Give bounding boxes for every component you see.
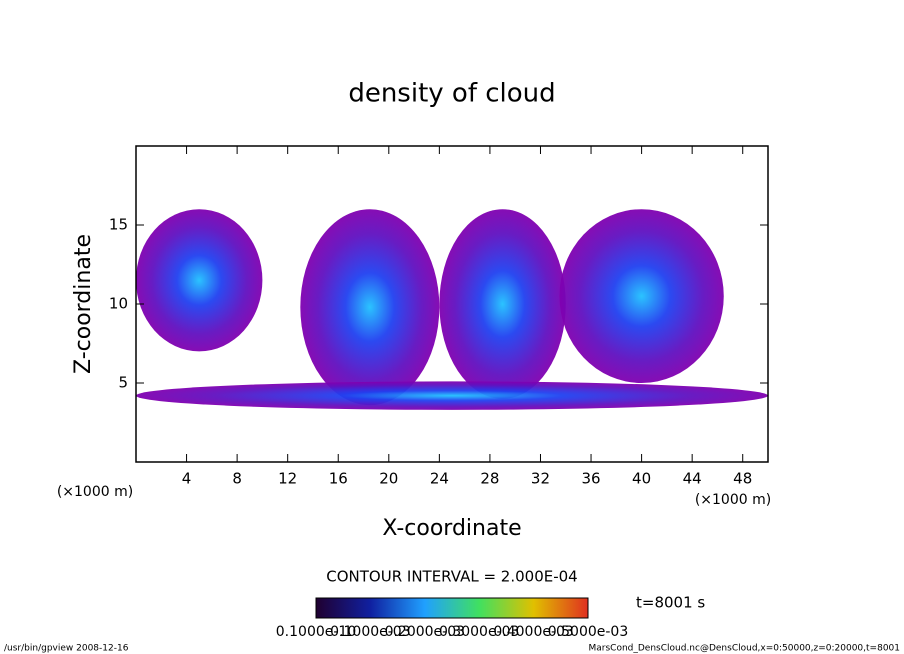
colorbar-label: 0.3000e-03: [439, 624, 519, 640]
x-tick-label: 8: [232, 470, 242, 488]
y-axis-label: Z-coordinate: [71, 234, 96, 374]
x-tick-label: 40: [632, 470, 651, 488]
colorbar-label: 0.4000e-03: [493, 624, 573, 640]
cloud-region: [559, 209, 724, 383]
x-tick-label: 48: [733, 470, 752, 488]
x-tick-label: 28: [480, 470, 499, 488]
x-tick-label: 44: [683, 470, 702, 488]
colorbar-label: 0.1000e-03: [330, 624, 410, 640]
time-label: t=8001 s: [636, 594, 705, 612]
x-tick-label: 24: [430, 470, 449, 488]
x-unit: (×1000 m): [695, 492, 771, 508]
y-tick-label: 10: [109, 295, 128, 313]
y-tick-label: 15: [109, 216, 128, 234]
x-tick-label: 20: [379, 470, 398, 488]
chart-title: density of cloud: [348, 79, 555, 109]
colorbar-label: 0.2000e-03: [385, 624, 465, 640]
colorbar-label: 0.5000e-03: [548, 624, 628, 640]
contour-interval: CONTOUR INTERVAL = 2.000E-04: [326, 568, 577, 586]
cloud-region: [136, 381, 768, 410]
x-axis-label: X-coordinate: [382, 516, 521, 541]
colorbar: [315, 597, 589, 619]
cloud-region: [136, 209, 263, 352]
footer-right: MarsCond_DensCloud.nc@DensCloud,x=0:5000…: [589, 644, 901, 654]
colorbar-label: 0.1000e-10: [276, 624, 356, 640]
footer-left: /usr/bin/gpview 2008-12-16: [4, 644, 129, 654]
x-tick-label: 16: [329, 470, 348, 488]
cloud-region: [300, 209, 440, 406]
y-unit: (×1000 m): [57, 484, 133, 500]
x-tick-label: 32: [531, 470, 550, 488]
y-tick-label: 5: [118, 374, 128, 392]
x-tick-label: 4: [182, 470, 192, 488]
x-tick-label: 12: [278, 470, 297, 488]
cloud-region: [439, 209, 566, 399]
x-tick-label: 36: [581, 470, 600, 488]
